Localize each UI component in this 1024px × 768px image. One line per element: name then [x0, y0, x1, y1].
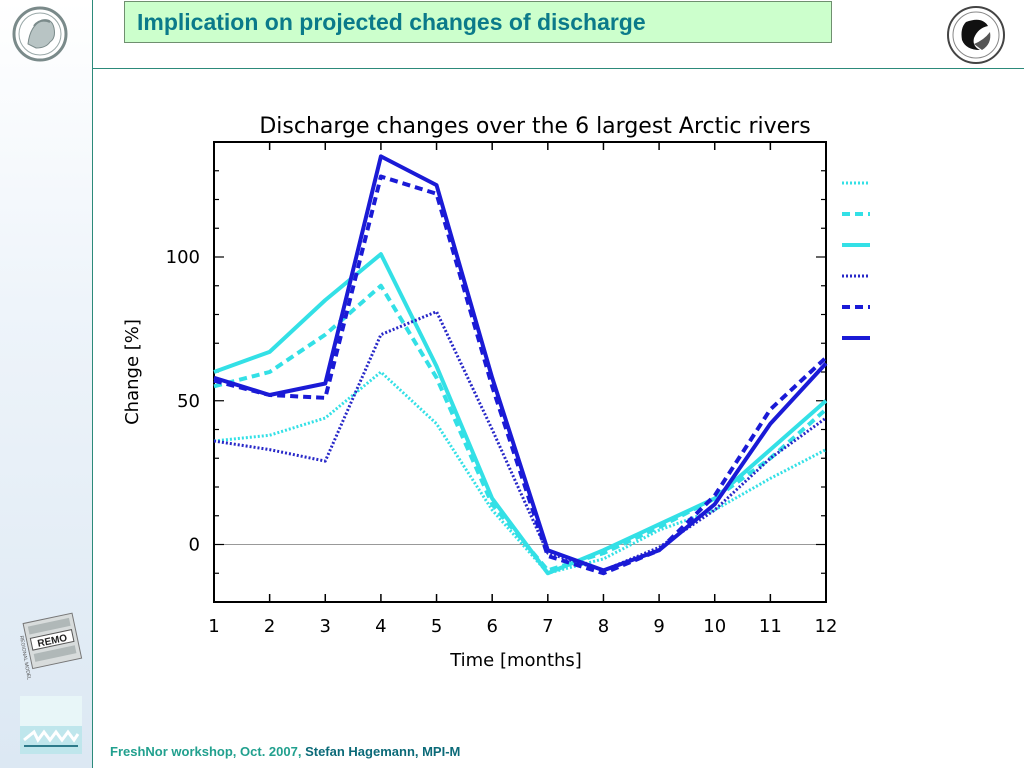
footer-author: Stefan Hagemann, MPI-M [305, 744, 461, 759]
x-tick-label: 5 [431, 616, 442, 637]
series-line-sls-a1b [213, 174, 828, 576]
x-tick-label: 3 [320, 616, 331, 637]
x-tick-label: 6 [486, 616, 497, 637]
x-tick-label: 2 [264, 616, 275, 637]
footer: FreshNor workshop, Oct. 2007, Stefan Hag… [110, 744, 460, 759]
x-tick-label: 10 [703, 616, 726, 637]
discharge-chart: Discharge changes over the 6 largest Arc… [122, 114, 870, 671]
x-tick-label: 9 [653, 616, 664, 637]
slide-title-box: Implication on projected changes of disc… [124, 1, 832, 43]
plot-frame [213, 141, 827, 603]
x-tick-label: 12 [815, 616, 838, 637]
x-tick-label: 11 [759, 616, 782, 637]
series-line-gcm-b1 [213, 370, 827, 575]
y-tick-label: 50 [177, 391, 200, 412]
y-axis-label: Change [%] [122, 319, 143, 425]
institute-logo [947, 6, 1005, 64]
header-rule [92, 68, 1024, 69]
remo-regional-model-logo: REMO REGIONAL MODEL [18, 612, 83, 681]
series-line-sls-b1 [213, 310, 827, 572]
series-line-sls-a2 [213, 154, 828, 573]
x-tick-label: 4 [375, 616, 386, 637]
x-tick-label: 1 [208, 616, 219, 637]
x-tick-label: 7 [542, 616, 553, 637]
y-tick-label: 0 [189, 535, 200, 556]
y-tick-label: 100 [166, 247, 200, 268]
x-tick-label: 8 [598, 616, 609, 637]
chart-title: Discharge changes over the 6 largest Arc… [259, 114, 810, 139]
footer-event: FreshNor workshop, Oct. 2007, [110, 744, 302, 759]
zmaw-logo [20, 696, 82, 754]
mpg-minerva-logo [12, 6, 68, 62]
slide-title: Implication on projected changes of disc… [137, 8, 646, 35]
x-axis-label: Time [months] [449, 650, 582, 671]
